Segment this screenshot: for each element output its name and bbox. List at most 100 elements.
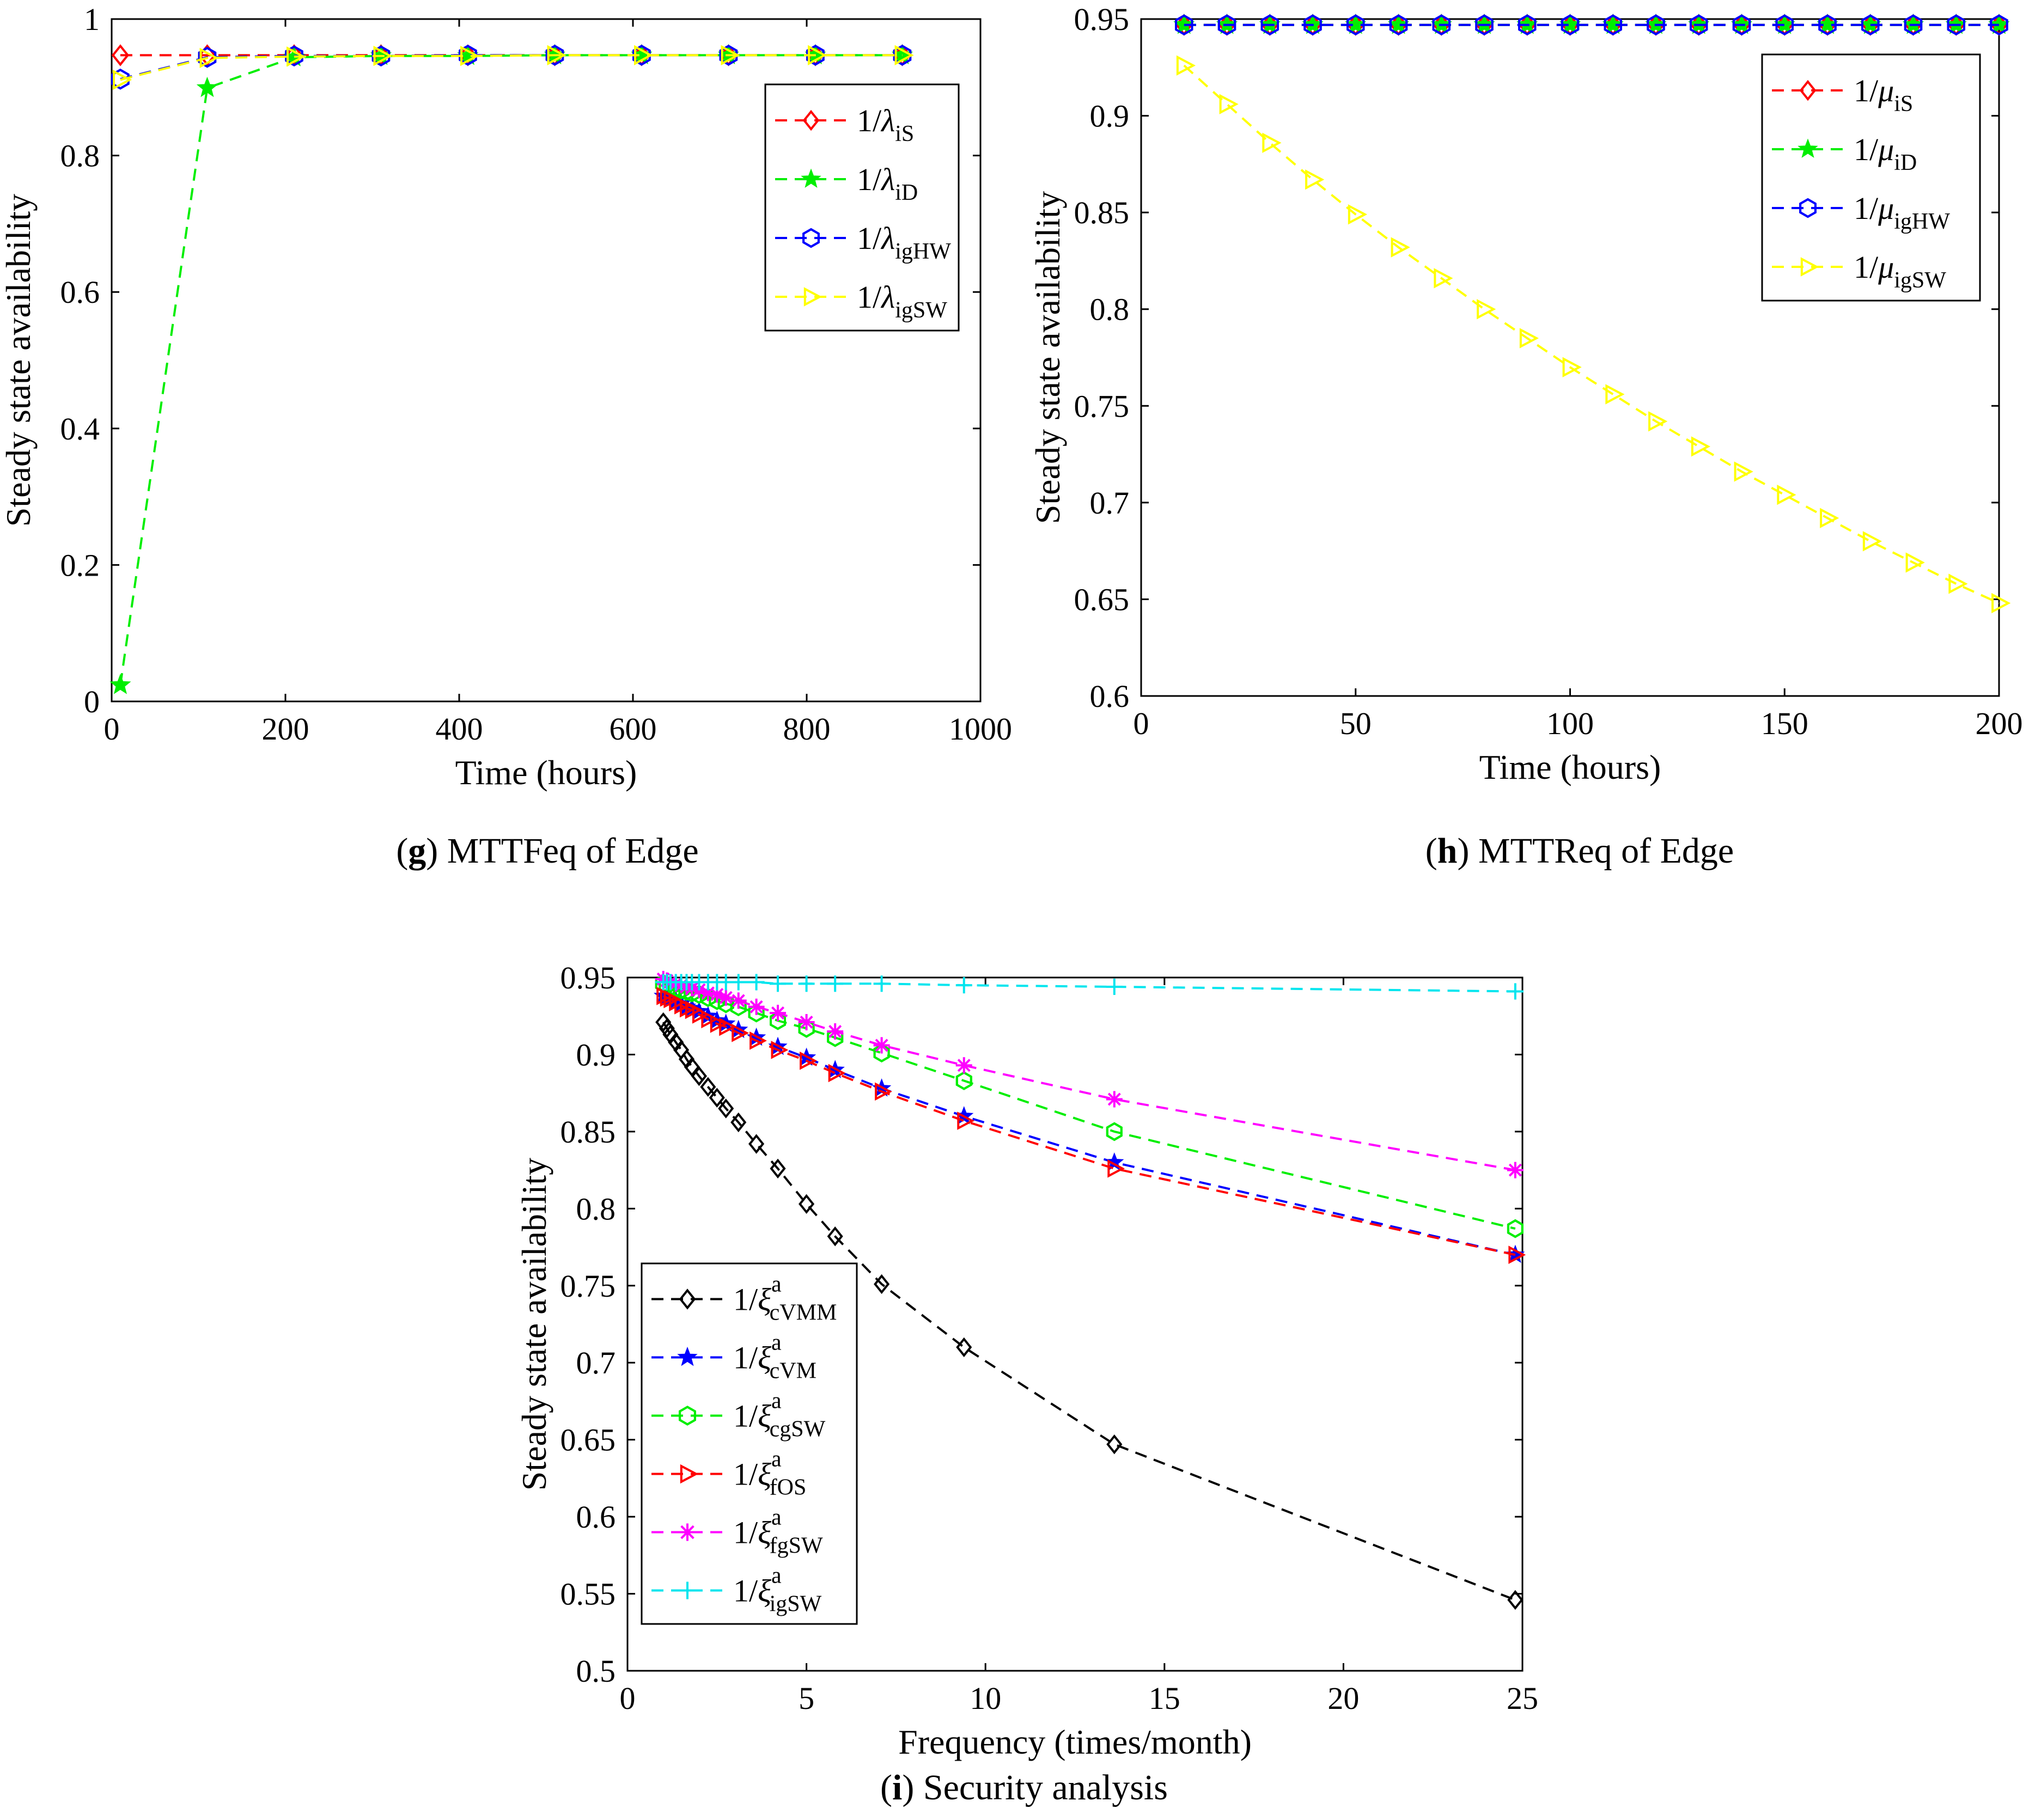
legend-label: 1/ξa cVM [733, 1330, 817, 1384]
y-tick-label: 0.85 [560, 1114, 616, 1150]
data-point [717, 989, 734, 1006]
data-point [798, 1014, 815, 1031]
y-tick-label: 0.6 [60, 274, 100, 310]
data-point [827, 1023, 844, 1040]
y-tick-label: 1 [84, 2, 100, 37]
legend-box [764, 83, 960, 332]
legend-box [641, 1262, 858, 1625]
caption-h: (h) MTTReq of Edge [1425, 831, 1734, 871]
data-point [1106, 1091, 1123, 1108]
caption-i: (i) Security analysis [880, 1768, 1168, 1807]
legend-entry: 1/λiD [775, 162, 918, 205]
data-point [1389, 14, 1408, 36]
series-igHW [1175, 14, 2008, 36]
data-point [1562, 357, 1582, 377]
data-point [701, 1010, 719, 1029]
plot-frame [111, 18, 982, 703]
series-igSW [1176, 55, 2011, 614]
x-tick-label: 800 [783, 711, 831, 747]
data-point [679, 999, 697, 1018]
data-point [684, 1056, 700, 1077]
data-point [1905, 552, 1925, 573]
x-tick-label: 20 [1327, 1681, 1359, 1716]
data-point [545, 45, 564, 66]
data-point [1303, 14, 1322, 36]
x-tick-label: 5 [799, 1681, 814, 1716]
data-point [730, 974, 747, 991]
data-point [634, 45, 654, 66]
legend-marker [1799, 198, 1817, 218]
data-point [894, 45, 914, 66]
data-point [1106, 1122, 1123, 1141]
data-point [700, 1077, 716, 1097]
legend-label: 1/λigSW [857, 279, 947, 323]
data-point [799, 1194, 815, 1214]
y-tick-label: 0.55 [560, 1577, 616, 1612]
data-point [955, 1057, 972, 1074]
legend-marker [803, 287, 822, 307]
legend-entry: 1/ξa cVM [651, 1330, 817, 1384]
data-point [1175, 14, 1193, 36]
series-igSW [113, 45, 914, 90]
y-tick-label: 0.6 [1090, 679, 1130, 714]
data-point [547, 45, 566, 66]
x-tick-label: 50 [1340, 706, 1372, 741]
y-tick-label: 0.85 [1074, 195, 1130, 230]
data-point [285, 45, 303, 67]
data-point [287, 46, 306, 67]
data-point [748, 1134, 765, 1154]
data-point [710, 1015, 728, 1033]
legend-entry: 1/ξa fgSW [651, 1505, 823, 1559]
data-point [198, 46, 217, 68]
data-point [1861, 14, 1880, 36]
data-point [113, 69, 132, 90]
legend-label: 1/μigHW [1854, 191, 1950, 234]
data-point [748, 998, 765, 1015]
y-tick-label: 0.7 [1090, 485, 1130, 521]
data-point [770, 975, 787, 992]
data-point [1260, 14, 1279, 36]
chart-g: 0 200 400 600 800 1000 0 0.2 0.4 0.6 0.8 1 Time (hou… [0, 2, 1012, 792]
data-point [1518, 14, 1537, 36]
x-tick-label: 15 [1149, 1681, 1180, 1716]
legend-marker [1799, 80, 1817, 101]
data-point [1690, 14, 1708, 36]
data-point [1348, 204, 1368, 225]
y-tick-label: 0.4 [60, 411, 100, 447]
x-tick-label: 10 [970, 1681, 1001, 1716]
y-tick-label: 0.9 [1090, 99, 1130, 134]
x-tick-label: 200 [262, 711, 309, 747]
legend: 1/λiS 1/λiD 1/λigHW 1/λigSW [764, 83, 960, 332]
data-point [1305, 169, 1325, 190]
data-point [1507, 1162, 1524, 1178]
data-point [459, 45, 477, 66]
data-point [719, 45, 738, 66]
data-point [1262, 132, 1282, 153]
y-axis-label: Steady state availability [0, 194, 38, 527]
legend: 1/μiS 1/μiD 1/μigHW 1/μigSW [1761, 53, 1981, 302]
legend-entry: 1/μiD [1772, 132, 1917, 175]
y-tick-label: 0.5 [576, 1653, 616, 1689]
data-point [109, 674, 131, 694]
data-point [198, 44, 216, 66]
y-tick-label: 0.65 [560, 1422, 616, 1458]
legend-label: 1/ξa fOS [733, 1447, 806, 1500]
series-line [662, 995, 1516, 1256]
data-point [1691, 436, 1711, 457]
x-tick-label: 400 [436, 711, 483, 747]
data-point [730, 992, 747, 1009]
y-tick-label: 0.8 [60, 138, 100, 174]
legend-marker [680, 1464, 699, 1484]
legend-entry: 1/ξa igSW [651, 1564, 822, 1617]
legend-label: 1/λigHW [857, 221, 951, 264]
series-line [662, 1021, 1516, 1601]
data-point [1508, 1245, 1526, 1265]
data-point [1507, 983, 1524, 1000]
series-line [663, 981, 1515, 993]
x-tick-label: 0 [104, 711, 120, 747]
data-point [1947, 14, 1965, 36]
legend-marker [802, 109, 820, 131]
data-point [1904, 14, 1923, 36]
series-igHW [111, 45, 912, 90]
data-point [1991, 593, 2011, 614]
